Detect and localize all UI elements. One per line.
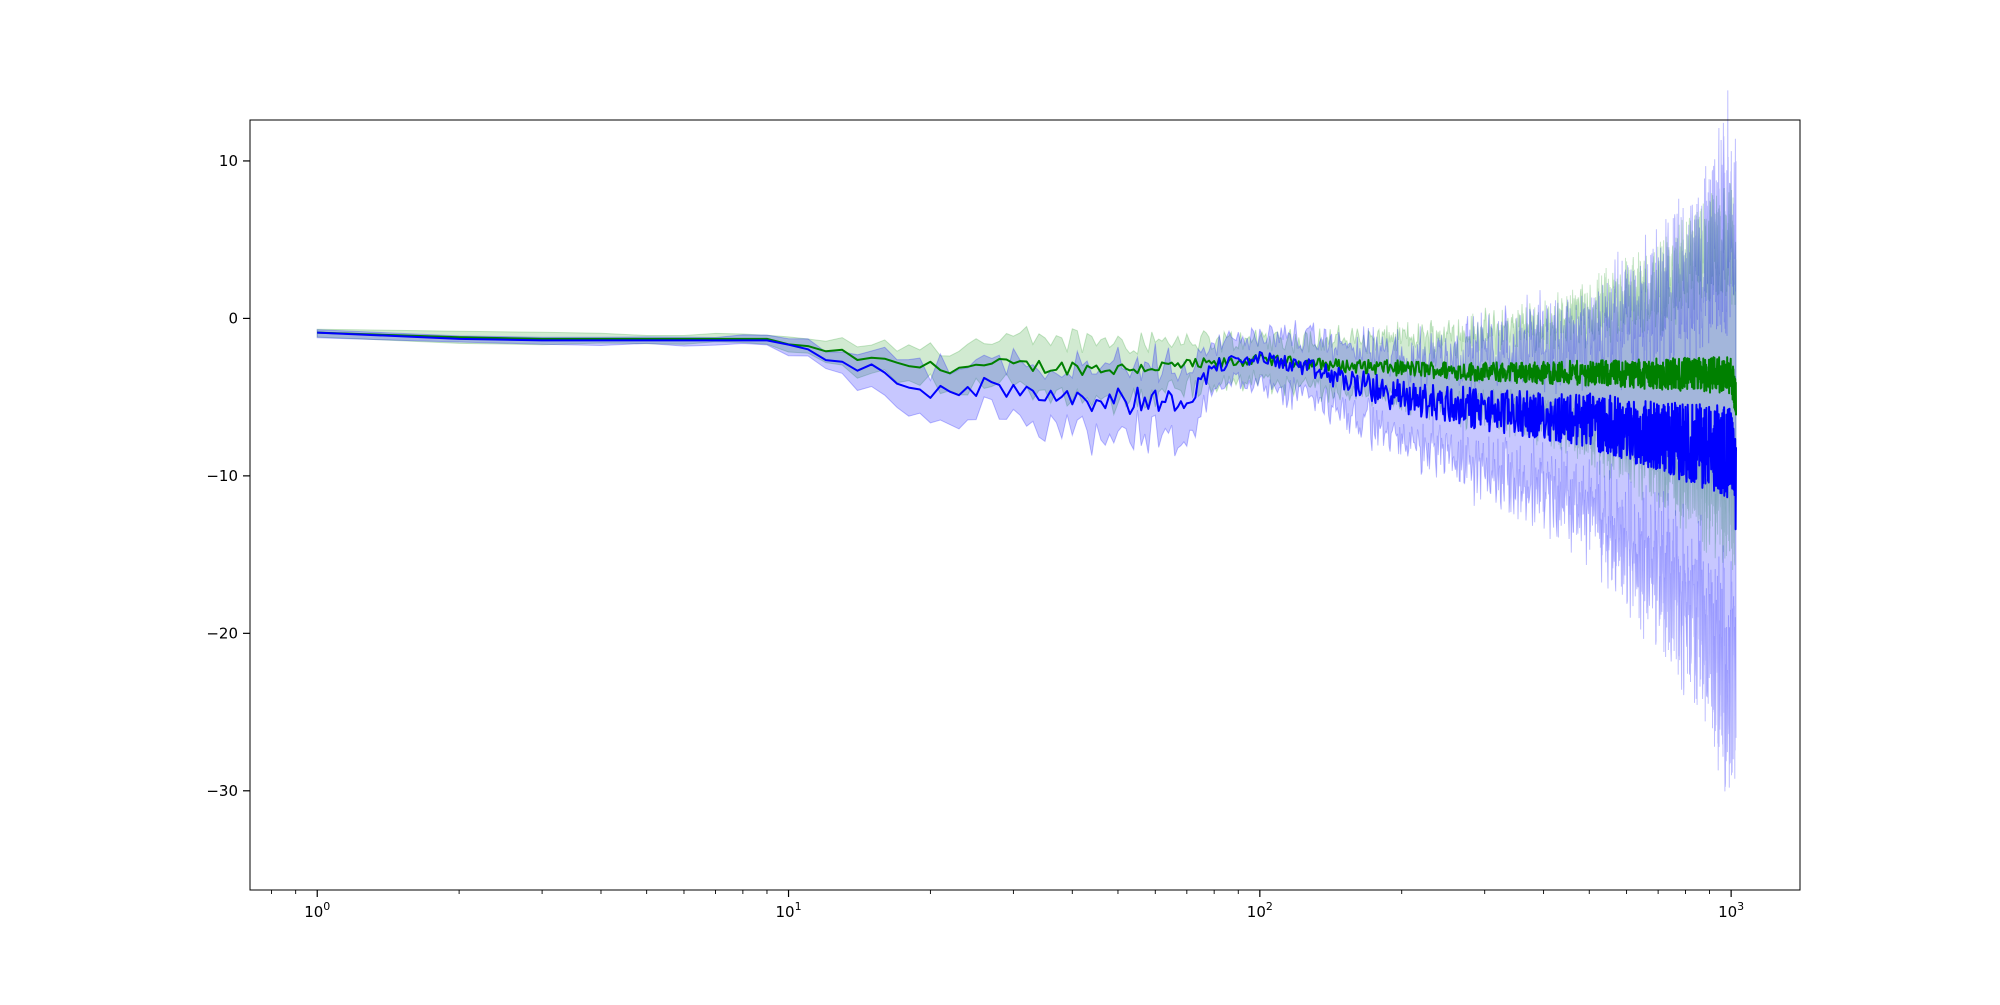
- confidence-bands: [316, 90, 1737, 792]
- y-tick-label: −10: [206, 467, 238, 485]
- y-tick-label: 10: [219, 152, 238, 170]
- x-axis: 100 101 102 103: [271, 890, 1744, 921]
- x-tick-label: 102: [1247, 900, 1273, 921]
- series-1-band: [316, 90, 1737, 792]
- x-tick-label: 100: [304, 900, 330, 921]
- y-tick-label: 0: [228, 309, 238, 327]
- plot-frame: [249, 119, 1801, 891]
- y-tick-label: −20: [206, 624, 238, 642]
- y-tick-label: −30: [206, 782, 238, 800]
- x-tick-label: 103: [1718, 900, 1744, 921]
- x-tick-label: 101: [775, 900, 801, 921]
- y-axis: 10 0 −10 −20 −30: [206, 152, 250, 800]
- series-0-line: [317, 331, 1737, 416]
- series-1-line: [317, 331, 1737, 531]
- series-lines: [317, 331, 1737, 531]
